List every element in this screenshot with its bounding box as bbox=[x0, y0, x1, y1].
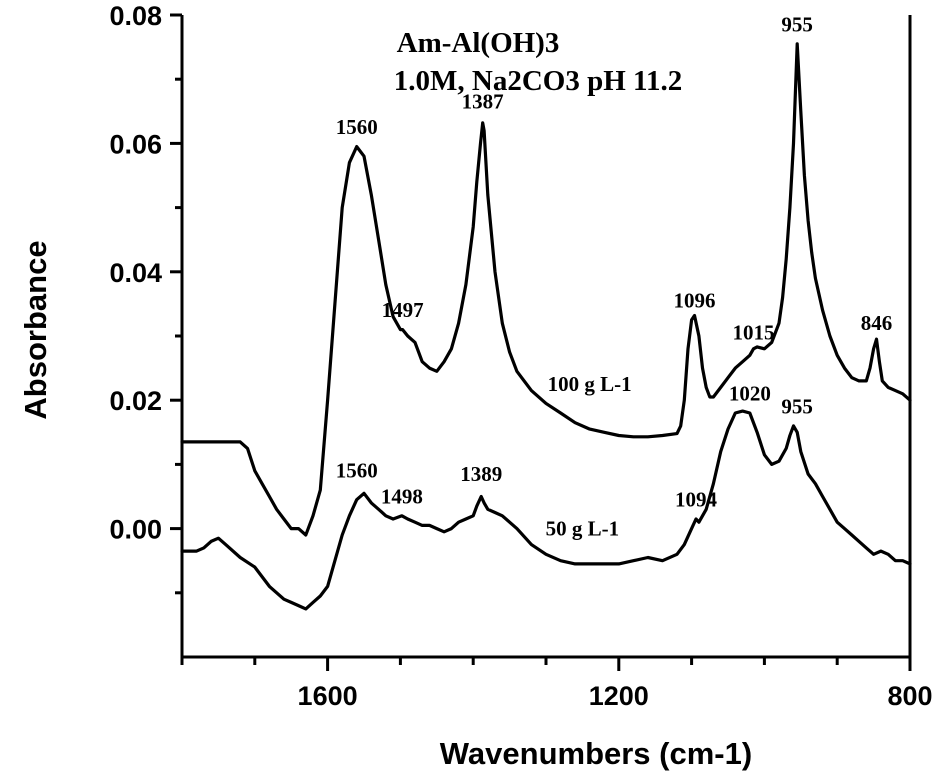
y-tick-label: 0.00 bbox=[109, 515, 162, 545]
series-line-100g bbox=[180, 42, 912, 537]
peak-annotation: 1020 bbox=[729, 382, 771, 406]
peak-annotation: 1015 bbox=[732, 321, 774, 345]
y-tick-label: 0.04 bbox=[109, 258, 162, 288]
axes: 0.08 0.06 0.04 0.02 0.00 1600 1200 800 bbox=[109, 1, 932, 711]
x-tick-label: 1200 bbox=[589, 681, 649, 711]
y-tick-label: 0.08 bbox=[109, 1, 162, 31]
peak-annotation: 955 bbox=[781, 394, 813, 418]
peak-annotation: 1387 bbox=[462, 90, 504, 114]
chart-subtitle: 1.0M, Na2CO3 pH 11.2 bbox=[394, 65, 682, 97]
peak-annotation: 846 bbox=[861, 311, 893, 335]
chart-title: Am-Al(OH)3 bbox=[397, 27, 560, 59]
y-axis-title: Absorbance bbox=[18, 240, 53, 419]
x-axis-title: Wavenumbers (cm-1) bbox=[440, 736, 752, 771]
series-layer bbox=[180, 42, 912, 611]
peak-annotation: 1094 bbox=[675, 488, 718, 512]
peak-annotation: 1389 bbox=[460, 462, 502, 486]
peak-annotation: 1498 bbox=[381, 484, 423, 508]
peak-annotation: 1560 bbox=[336, 115, 378, 139]
peak-annotation: 1497 bbox=[382, 298, 424, 322]
peak-annotation: 955 bbox=[781, 12, 813, 36]
series-line-50g bbox=[180, 409, 912, 611]
y-tick-label: 0.06 bbox=[109, 129, 162, 159]
x-tick-label: 800 bbox=[887, 681, 932, 711]
peak-annotation: 50 g L-1 bbox=[546, 516, 620, 540]
peak-annotation: 1096 bbox=[674, 289, 716, 313]
x-tick-label: 1600 bbox=[298, 681, 358, 711]
peak-annotation: 100 g L-1 bbox=[548, 372, 632, 396]
peak-annotation: 1560 bbox=[336, 459, 378, 483]
y-tick-label: 0.02 bbox=[109, 386, 162, 416]
